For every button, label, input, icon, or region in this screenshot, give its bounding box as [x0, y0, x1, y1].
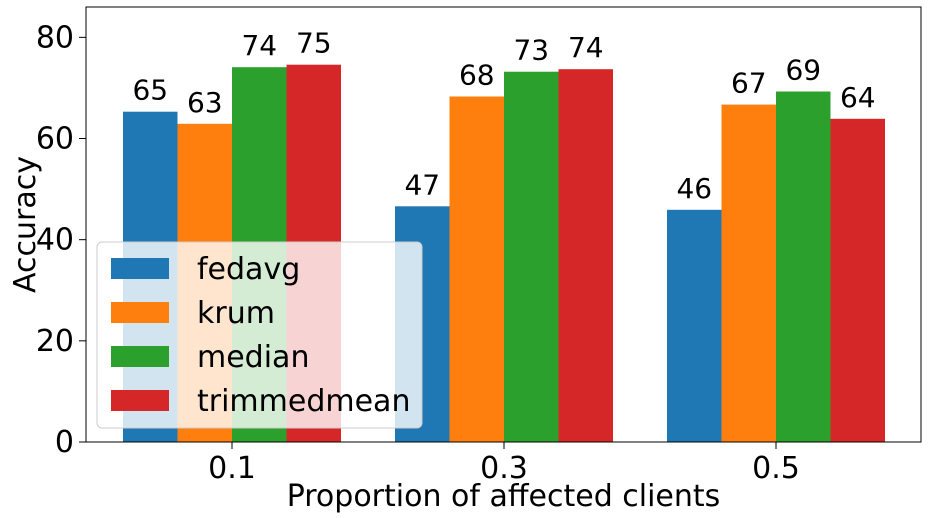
y-axis-label: Accuracy — [8, 156, 43, 293]
legend-box — [96, 241, 423, 429]
data-label-median-0.3: 73 — [513, 34, 549, 67]
x-tick-label-0.5: 0.5 — [752, 451, 800, 486]
data-label-trimmedmean-0.3: 74 — [568, 31, 604, 64]
legend-label-krum: krum — [197, 296, 275, 331]
y-tick-label-80: 80 — [36, 20, 74, 55]
bar-trimmedmean-0.5 — [830, 118, 885, 443]
legend-swatch-trimmedmean — [111, 390, 169, 411]
bar-median-0.5 — [776, 91, 831, 442]
data-label-krum-0.3: 68 — [459, 59, 495, 92]
y-tick-label-40: 40 — [36, 223, 74, 258]
bar-trimmedmean-0.3 — [558, 69, 613, 442]
legend-swatch-fedavg — [111, 258, 169, 279]
data-label-median-0.1: 74 — [241, 29, 277, 62]
bar-krum-0.3 — [449, 96, 504, 442]
data-label-fedavg-0.3: 47 — [404, 168, 440, 201]
data-labels-layer: 65 47 46 63 68 67 74 73 69 75 74 64 — [132, 27, 875, 205]
legend-label-trimmedmean: trimmedmean — [197, 384, 410, 419]
data-label-trimmedmean-0.5: 64 — [840, 81, 876, 114]
data-label-fedavg-0.5: 46 — [676, 172, 712, 205]
bar-median-0.3 — [504, 71, 559, 442]
bar-krum-0.5 — [721, 104, 776, 442]
x-tick-label-0.3: 0.3 — [480, 451, 528, 486]
legend-label-fedavg: fedavg — [197, 252, 300, 287]
y-tick-label-0: 0 — [55, 425, 74, 460]
legend: fedavg krum median trimmedmean — [96, 241, 423, 429]
data-label-krum-0.1: 63 — [187, 86, 223, 119]
bar-fedavg-0.5 — [667, 209, 722, 442]
data-label-median-0.5: 69 — [785, 54, 821, 87]
data-label-trimmedmean-0.1: 75 — [296, 27, 332, 60]
x-axis: 0.1 0.3 0.5 — [208, 442, 800, 486]
data-label-fedavg-0.1: 65 — [132, 74, 168, 107]
data-label-krum-0.5: 67 — [731, 67, 767, 100]
legend-label-median: median — [197, 340, 309, 375]
x-axis-label: Proportion of affected clients — [287, 479, 721, 514]
y-tick-label-20: 20 — [36, 324, 74, 359]
legend-swatch-median — [111, 346, 169, 367]
x-tick-label-0.1: 0.1 — [208, 451, 256, 486]
y-tick-label-60: 60 — [36, 122, 74, 157]
legend-swatch-krum — [111, 302, 169, 323]
y-axis: 0 20 40 60 80 — [36, 20, 86, 460]
